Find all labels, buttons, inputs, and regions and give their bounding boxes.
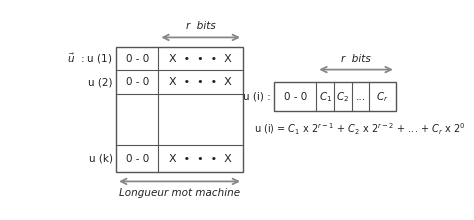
FancyBboxPatch shape	[116, 47, 243, 172]
Text: X  •  •  •  X: X • • • X	[169, 54, 232, 64]
Text: X  •  •  •  X: X • • • X	[169, 77, 232, 87]
Text: r  bits: r bits	[186, 22, 216, 31]
Text: u (i) :: u (i) :	[243, 92, 271, 102]
Text: r  bits: r bits	[341, 54, 371, 64]
Text: u (i) = $C_1$ x 2$^{r-1}$ + $C_2$ x 2$^{r-2}$ + ... + $C_r$ x 2$^{0}$: u (i) = $C_1$ x 2$^{r-1}$ + $C_2$ x 2$^{…	[254, 121, 465, 137]
Text: $C_1$: $C_1$	[319, 90, 332, 104]
FancyBboxPatch shape	[274, 82, 396, 111]
Text: Longueur mot machine: Longueur mot machine	[119, 188, 240, 198]
Text: $C_r$: $C_r$	[376, 90, 389, 104]
Text: u (k): u (k)	[89, 154, 112, 163]
Text: 0 - 0: 0 - 0	[283, 92, 307, 102]
Text: 0 - 0: 0 - 0	[126, 154, 149, 163]
Text: 0 - 0: 0 - 0	[126, 77, 149, 87]
Text: X  •  •  •  X: X • • • X	[169, 154, 232, 163]
Text: $C_2$: $C_2$	[336, 90, 349, 104]
Text: 0 - 0: 0 - 0	[126, 54, 149, 64]
Text: $\vec{u}$  : u (1): $\vec{u}$ : u (1)	[67, 51, 112, 66]
Text: u (2): u (2)	[88, 77, 112, 87]
Text: ...: ...	[356, 92, 365, 102]
